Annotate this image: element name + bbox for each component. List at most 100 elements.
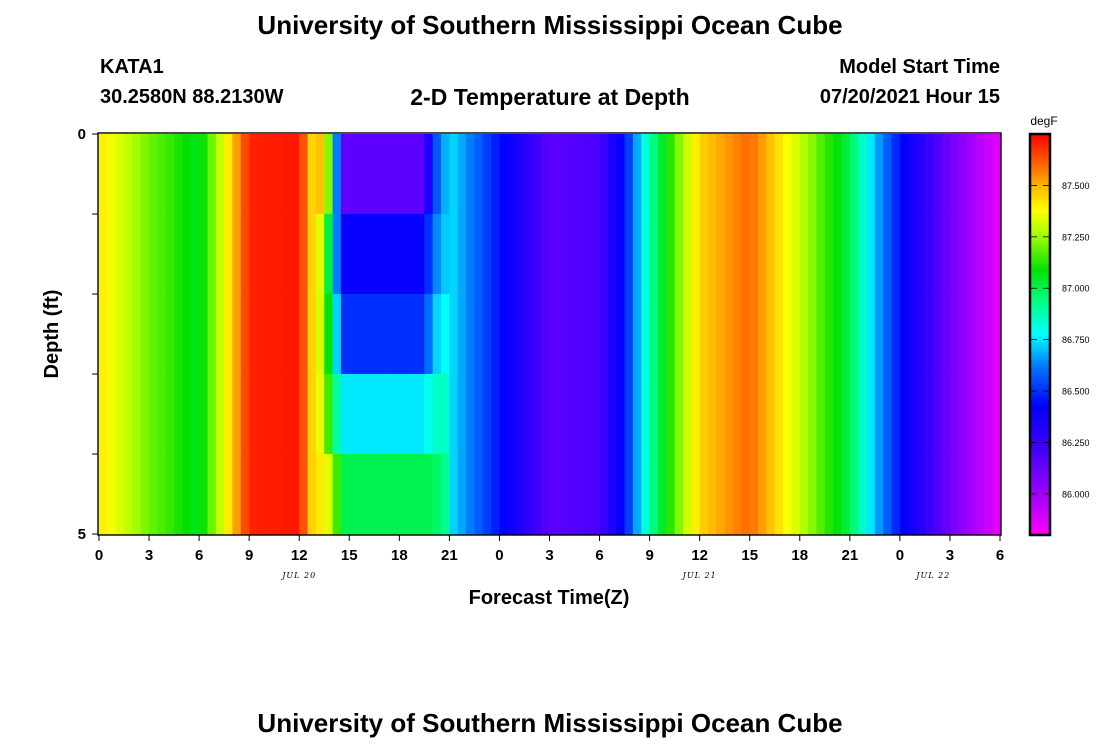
heatmap-cell bbox=[632, 294, 642, 375]
page-title: University of Southern Mississippi Ocean… bbox=[257, 10, 843, 40]
heatmap-cell bbox=[491, 134, 501, 215]
heatmap-cell bbox=[924, 454, 934, 535]
heatmap-cell bbox=[599, 134, 609, 215]
station-id: KATA1 bbox=[100, 56, 164, 78]
heatmap-cell bbox=[207, 374, 217, 455]
heatmap-cell bbox=[874, 214, 884, 295]
heatmap-cell bbox=[557, 454, 567, 535]
heatmap-cell bbox=[824, 454, 834, 535]
heatmap-cell bbox=[966, 374, 976, 455]
heatmap-cell bbox=[274, 454, 284, 535]
heatmap-cell bbox=[349, 214, 359, 295]
heatmap-cell bbox=[182, 294, 192, 375]
heatmap-cell bbox=[624, 134, 634, 215]
heatmap-cell bbox=[641, 214, 651, 295]
heatmap-cell bbox=[641, 294, 651, 375]
heatmap-cell bbox=[708, 134, 717, 215]
heatmap-cell bbox=[624, 294, 634, 375]
heatmap-cell bbox=[591, 374, 601, 455]
heatmap-cell bbox=[407, 214, 417, 295]
heatmap-cell bbox=[165, 454, 175, 535]
heatmap-cell bbox=[432, 294, 442, 375]
heatmap-cell bbox=[215, 454, 225, 535]
heatmap-cell bbox=[224, 294, 234, 375]
heatmap-cell bbox=[716, 454, 726, 535]
heatmap-cell bbox=[657, 214, 667, 295]
heatmap-cell bbox=[974, 374, 984, 455]
heatmap-cell bbox=[541, 454, 551, 535]
heatmap-cell bbox=[416, 134, 425, 215]
heatmap-cell bbox=[407, 134, 417, 215]
heatmap-cell bbox=[991, 134, 1001, 215]
heatmap-cell bbox=[691, 294, 701, 375]
heatmap-cell bbox=[374, 134, 384, 215]
heatmap-cell bbox=[574, 214, 584, 295]
heatmap-cell bbox=[557, 134, 567, 215]
heatmap-cell bbox=[783, 294, 793, 375]
heatmap-cell bbox=[574, 294, 584, 375]
heatmap-cell bbox=[891, 374, 901, 455]
heatmap-cell bbox=[566, 374, 576, 455]
heatmap-cell bbox=[582, 454, 592, 535]
x-tick-label: 15 bbox=[741, 547, 758, 564]
heatmap-cell bbox=[841, 294, 851, 375]
heatmap-cell bbox=[115, 214, 125, 295]
heatmap-cell bbox=[774, 134, 784, 215]
heatmap-cell bbox=[607, 214, 617, 295]
heatmap-cell bbox=[916, 374, 926, 455]
heatmap-cell bbox=[407, 454, 417, 535]
heatmap-cell bbox=[808, 454, 818, 535]
y-tick-label: 0 bbox=[78, 126, 86, 143]
heatmap-cell bbox=[199, 454, 209, 535]
heatmap-cell bbox=[424, 374, 434, 455]
heatmap-cell bbox=[724, 294, 734, 375]
heatmap-cell bbox=[482, 134, 492, 215]
heatmap-cell bbox=[524, 294, 534, 375]
heatmap-cell bbox=[307, 374, 317, 455]
heatmap-cell bbox=[766, 454, 776, 535]
heatmap-cell bbox=[307, 294, 317, 375]
heatmap-cell bbox=[416, 294, 425, 375]
heatmap-cell bbox=[607, 454, 617, 535]
heatmap-cell bbox=[841, 454, 851, 535]
heatmap-cell bbox=[941, 134, 951, 215]
heatmap-cell bbox=[174, 294, 184, 375]
heatmap-cell bbox=[949, 214, 959, 295]
x-tick-label: 12 bbox=[691, 547, 708, 564]
heatmap-cell bbox=[165, 374, 175, 455]
heatmap-cell bbox=[315, 454, 325, 535]
heatmap-cell bbox=[983, 454, 993, 535]
heatmap-cell bbox=[632, 134, 642, 215]
colorbar-tick-label: 87.500 bbox=[1062, 181, 1090, 191]
heatmap-cell bbox=[574, 134, 584, 215]
heatmap-cell bbox=[758, 454, 767, 535]
heatmap-cell bbox=[924, 134, 934, 215]
heatmap-cell bbox=[949, 454, 959, 535]
heatmap-cell bbox=[691, 214, 701, 295]
x-tick-label: 0 bbox=[95, 547, 103, 564]
heatmap-cell bbox=[541, 374, 551, 455]
heatmap-cell bbox=[816, 214, 826, 295]
heatmap-cell bbox=[883, 454, 893, 535]
heatmap-cell bbox=[299, 294, 309, 375]
heatmap-cell bbox=[582, 214, 592, 295]
heatmap-cell bbox=[340, 214, 350, 295]
heatmap-cell bbox=[724, 454, 734, 535]
heatmap-cell bbox=[174, 454, 184, 535]
heatmap-cell bbox=[541, 214, 551, 295]
heatmap-cell bbox=[349, 134, 359, 215]
heatmap-cell bbox=[407, 374, 417, 455]
heatmap-cell bbox=[507, 134, 517, 215]
heatmap-cell bbox=[215, 214, 225, 295]
heatmap-cell bbox=[891, 294, 901, 375]
heatmap-cell bbox=[249, 134, 259, 215]
colorbar-gradient bbox=[1031, 134, 1049, 535]
heatmap-cell bbox=[374, 454, 384, 535]
heatmap-cell bbox=[899, 374, 909, 455]
heatmap-cell bbox=[449, 214, 459, 295]
heatmap-cell bbox=[132, 374, 142, 455]
heatmap-cell bbox=[724, 134, 734, 215]
heatmap-cell bbox=[883, 294, 893, 375]
heatmap-cell bbox=[257, 294, 267, 375]
heatmap-cell bbox=[557, 374, 567, 455]
